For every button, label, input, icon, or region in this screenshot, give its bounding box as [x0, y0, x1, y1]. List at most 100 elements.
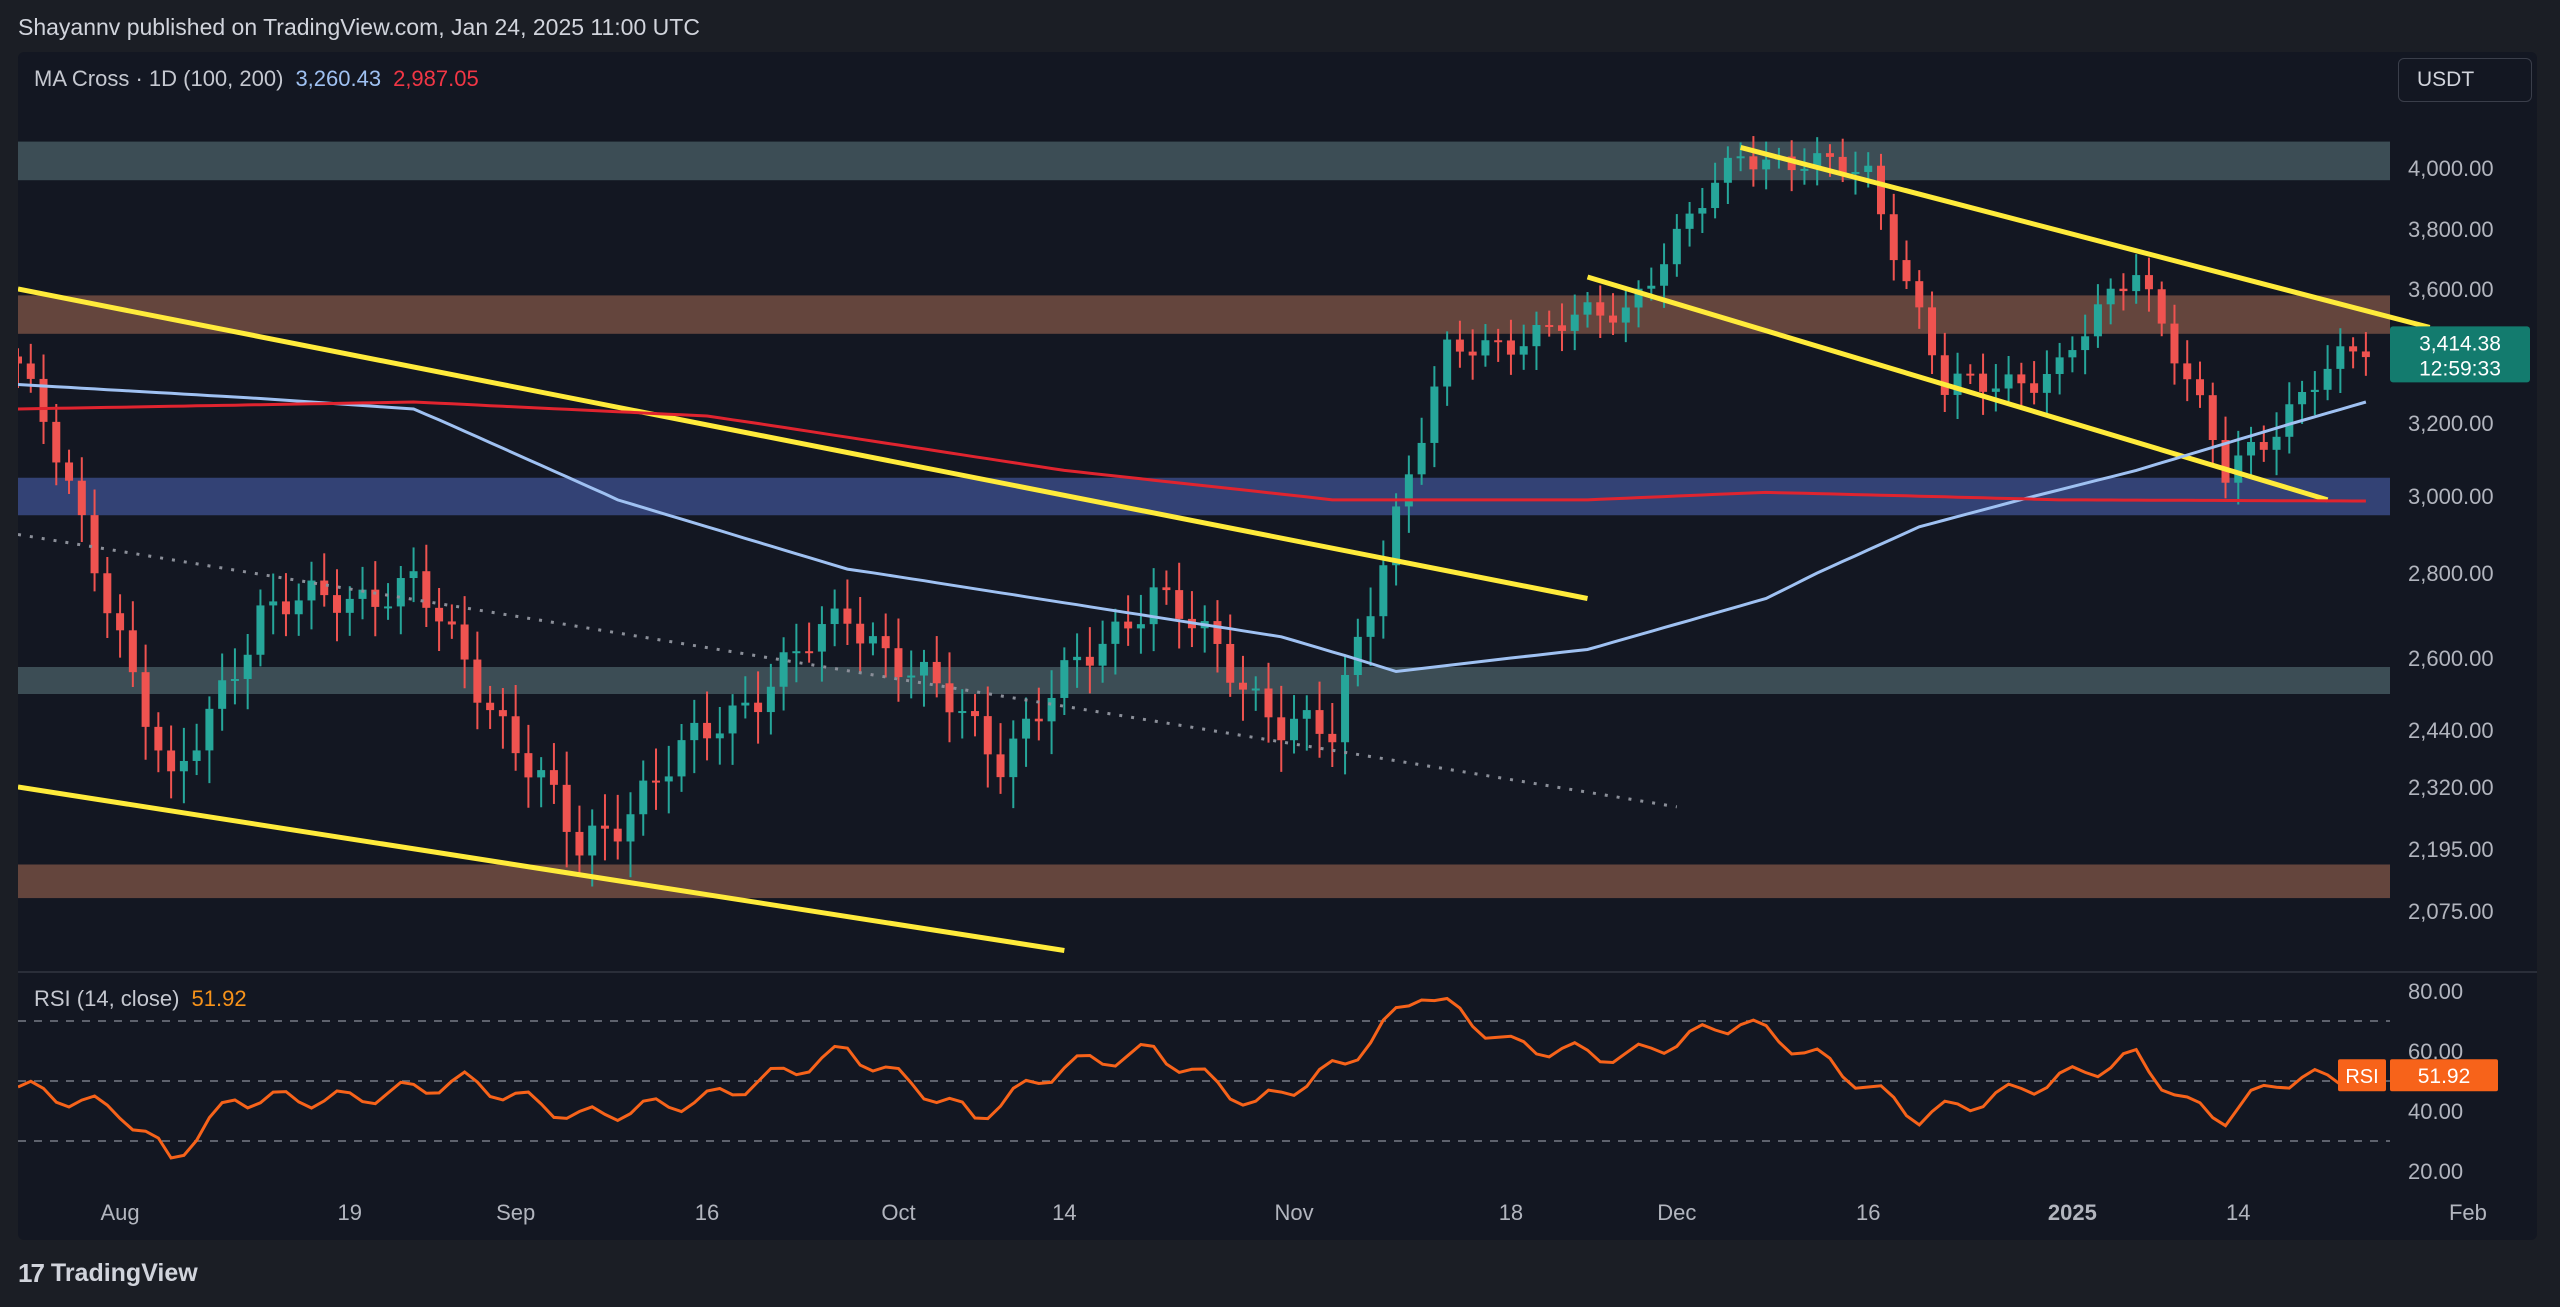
- candle-body: [1162, 587, 1171, 591]
- candle-body: [1022, 718, 1031, 739]
- candle-body: [243, 654, 252, 679]
- time-axis-label: 2025: [2048, 1200, 2097, 1225]
- candle-body: [103, 573, 112, 614]
- candle-body: [1136, 624, 1145, 629]
- candle-body: [728, 705, 737, 734]
- candle-body: [1621, 307, 1630, 323]
- candle-body: [1762, 159, 1771, 170]
- candle-body: [447, 621, 456, 625]
- candle-body: [77, 480, 86, 516]
- trendline-3: [1739, 145, 2431, 330]
- candle-body: [1966, 373, 1975, 376]
- candle-body: [486, 702, 495, 711]
- candle-body: [1570, 314, 1579, 331]
- rsi-legend[interactable]: RSI (14, close) 51.92: [34, 986, 247, 1012]
- candle-body: [2017, 374, 2026, 384]
- candle-body: [1583, 302, 1592, 315]
- candle-body: [1864, 165, 1873, 172]
- candle-body: [779, 652, 788, 687]
- candle-body: [1098, 643, 1107, 666]
- candle-body: [2106, 288, 2115, 305]
- candle-body: [2004, 374, 2013, 389]
- last-price-value: 3,414.38: [2419, 332, 2501, 355]
- candle-body: [281, 601, 290, 615]
- rsi-tag-label: RSI: [2345, 1066, 2378, 1088]
- candle-body: [907, 675, 916, 678]
- candle-body: [1047, 697, 1056, 722]
- candle-body: [154, 726, 163, 751]
- price-axis-label: 2,075.00: [2408, 899, 2494, 924]
- candle-body: [537, 770, 546, 778]
- candle-body: [1557, 325, 1566, 331]
- candle-body: [2144, 275, 2153, 290]
- ma200-value: 2,987.05: [393, 66, 479, 91]
- candle-body: [1940, 355, 1949, 395]
- rsi-axis-label: 80.00: [2408, 979, 2463, 1004]
- candle-body: [2285, 404, 2294, 437]
- candle-body: [2093, 304, 2102, 337]
- candle-body: [2247, 442, 2256, 456]
- candle-body: [1328, 733, 1337, 743]
- time-axis-label: Aug: [101, 1200, 140, 1225]
- candle-body: [664, 776, 673, 782]
- candle-body: [307, 580, 316, 601]
- candle-body: [167, 750, 176, 772]
- chart-panel[interactable]: 4,000.00 3,800.00 3,600.00 3,200.00 3,000.00…: [18, 52, 2537, 1240]
- candle-body: [1404, 474, 1413, 507]
- time-axis-label: 14: [2226, 1200, 2250, 1225]
- currency-button[interactable]: USDT: [2398, 58, 2532, 102]
- time-axis-label: 16: [1856, 1200, 1880, 1225]
- candle-body: [39, 378, 48, 422]
- candle-body: [958, 711, 967, 714]
- candle-body: [830, 608, 839, 625]
- candle-body: [345, 598, 354, 613]
- price-axis-label: 3,800.00: [2408, 217, 2494, 242]
- chart-svg[interactable]: 4,000.00 3,800.00 3,600.00 3,200.00 3,000.00…: [18, 52, 2537, 1240]
- candle-body: [1264, 688, 1273, 718]
- candle-body: [498, 710, 507, 717]
- candle-body: [1302, 710, 1311, 719]
- rsi-value-tag: [2390, 1059, 2498, 1092]
- candle-body: [1353, 636, 1362, 676]
- candle-body: [1417, 442, 1426, 475]
- price-axis-label: 2,440.00: [2408, 718, 2494, 743]
- trendline-2: [18, 784, 1065, 953]
- time-axis-label: 16: [695, 1200, 719, 1225]
- ma-cross-legend[interactable]: MA Cross · 1D (100, 200) 3,260.43 2,987.…: [34, 66, 479, 92]
- candle-body: [179, 760, 188, 772]
- candle-body: [65, 462, 74, 481]
- candle-body: [1915, 281, 1924, 308]
- candle-body: [2259, 442, 2268, 450]
- trendline-1: [18, 286, 1588, 601]
- candle-body: [741, 702, 750, 706]
- candle-body: [562, 784, 571, 832]
- rsi-value: 51.92: [191, 986, 247, 1011]
- candle-body: [1685, 213, 1694, 229]
- candle-body: [1902, 260, 1911, 282]
- rsi-name: RSI (14, close): [34, 986, 180, 1011]
- candle-body: [817, 624, 826, 652]
- candle-body: [1073, 656, 1082, 661]
- candle-body: [1813, 153, 1822, 169]
- candle-body: [1876, 165, 1885, 215]
- candle-body: [971, 711, 980, 717]
- candle-body: [1545, 325, 1554, 328]
- tradingview-footer[interactable]: 17 TradingView: [18, 1258, 198, 1289]
- zone-support-mid: [18, 667, 2390, 694]
- candle-body: [2298, 392, 2307, 405]
- candle-body: [2170, 323, 2179, 364]
- candle-body: [613, 828, 622, 842]
- candle-body: [1226, 643, 1235, 683]
- candle-body: [1392, 506, 1401, 566]
- tradingview-logo-icon: 17: [18, 1258, 45, 1288]
- ma200-line: [18, 400, 2366, 503]
- candle-body: [1660, 264, 1669, 286]
- candle-body: [2323, 368, 2332, 390]
- candle-body: [2208, 395, 2217, 441]
- candle-body: [1838, 156, 1847, 174]
- candle-body: [1009, 738, 1018, 778]
- candle-body: [1928, 307, 1937, 356]
- candle-body: [435, 607, 444, 622]
- candle-body: [1213, 621, 1222, 644]
- candle-body: [843, 608, 852, 624]
